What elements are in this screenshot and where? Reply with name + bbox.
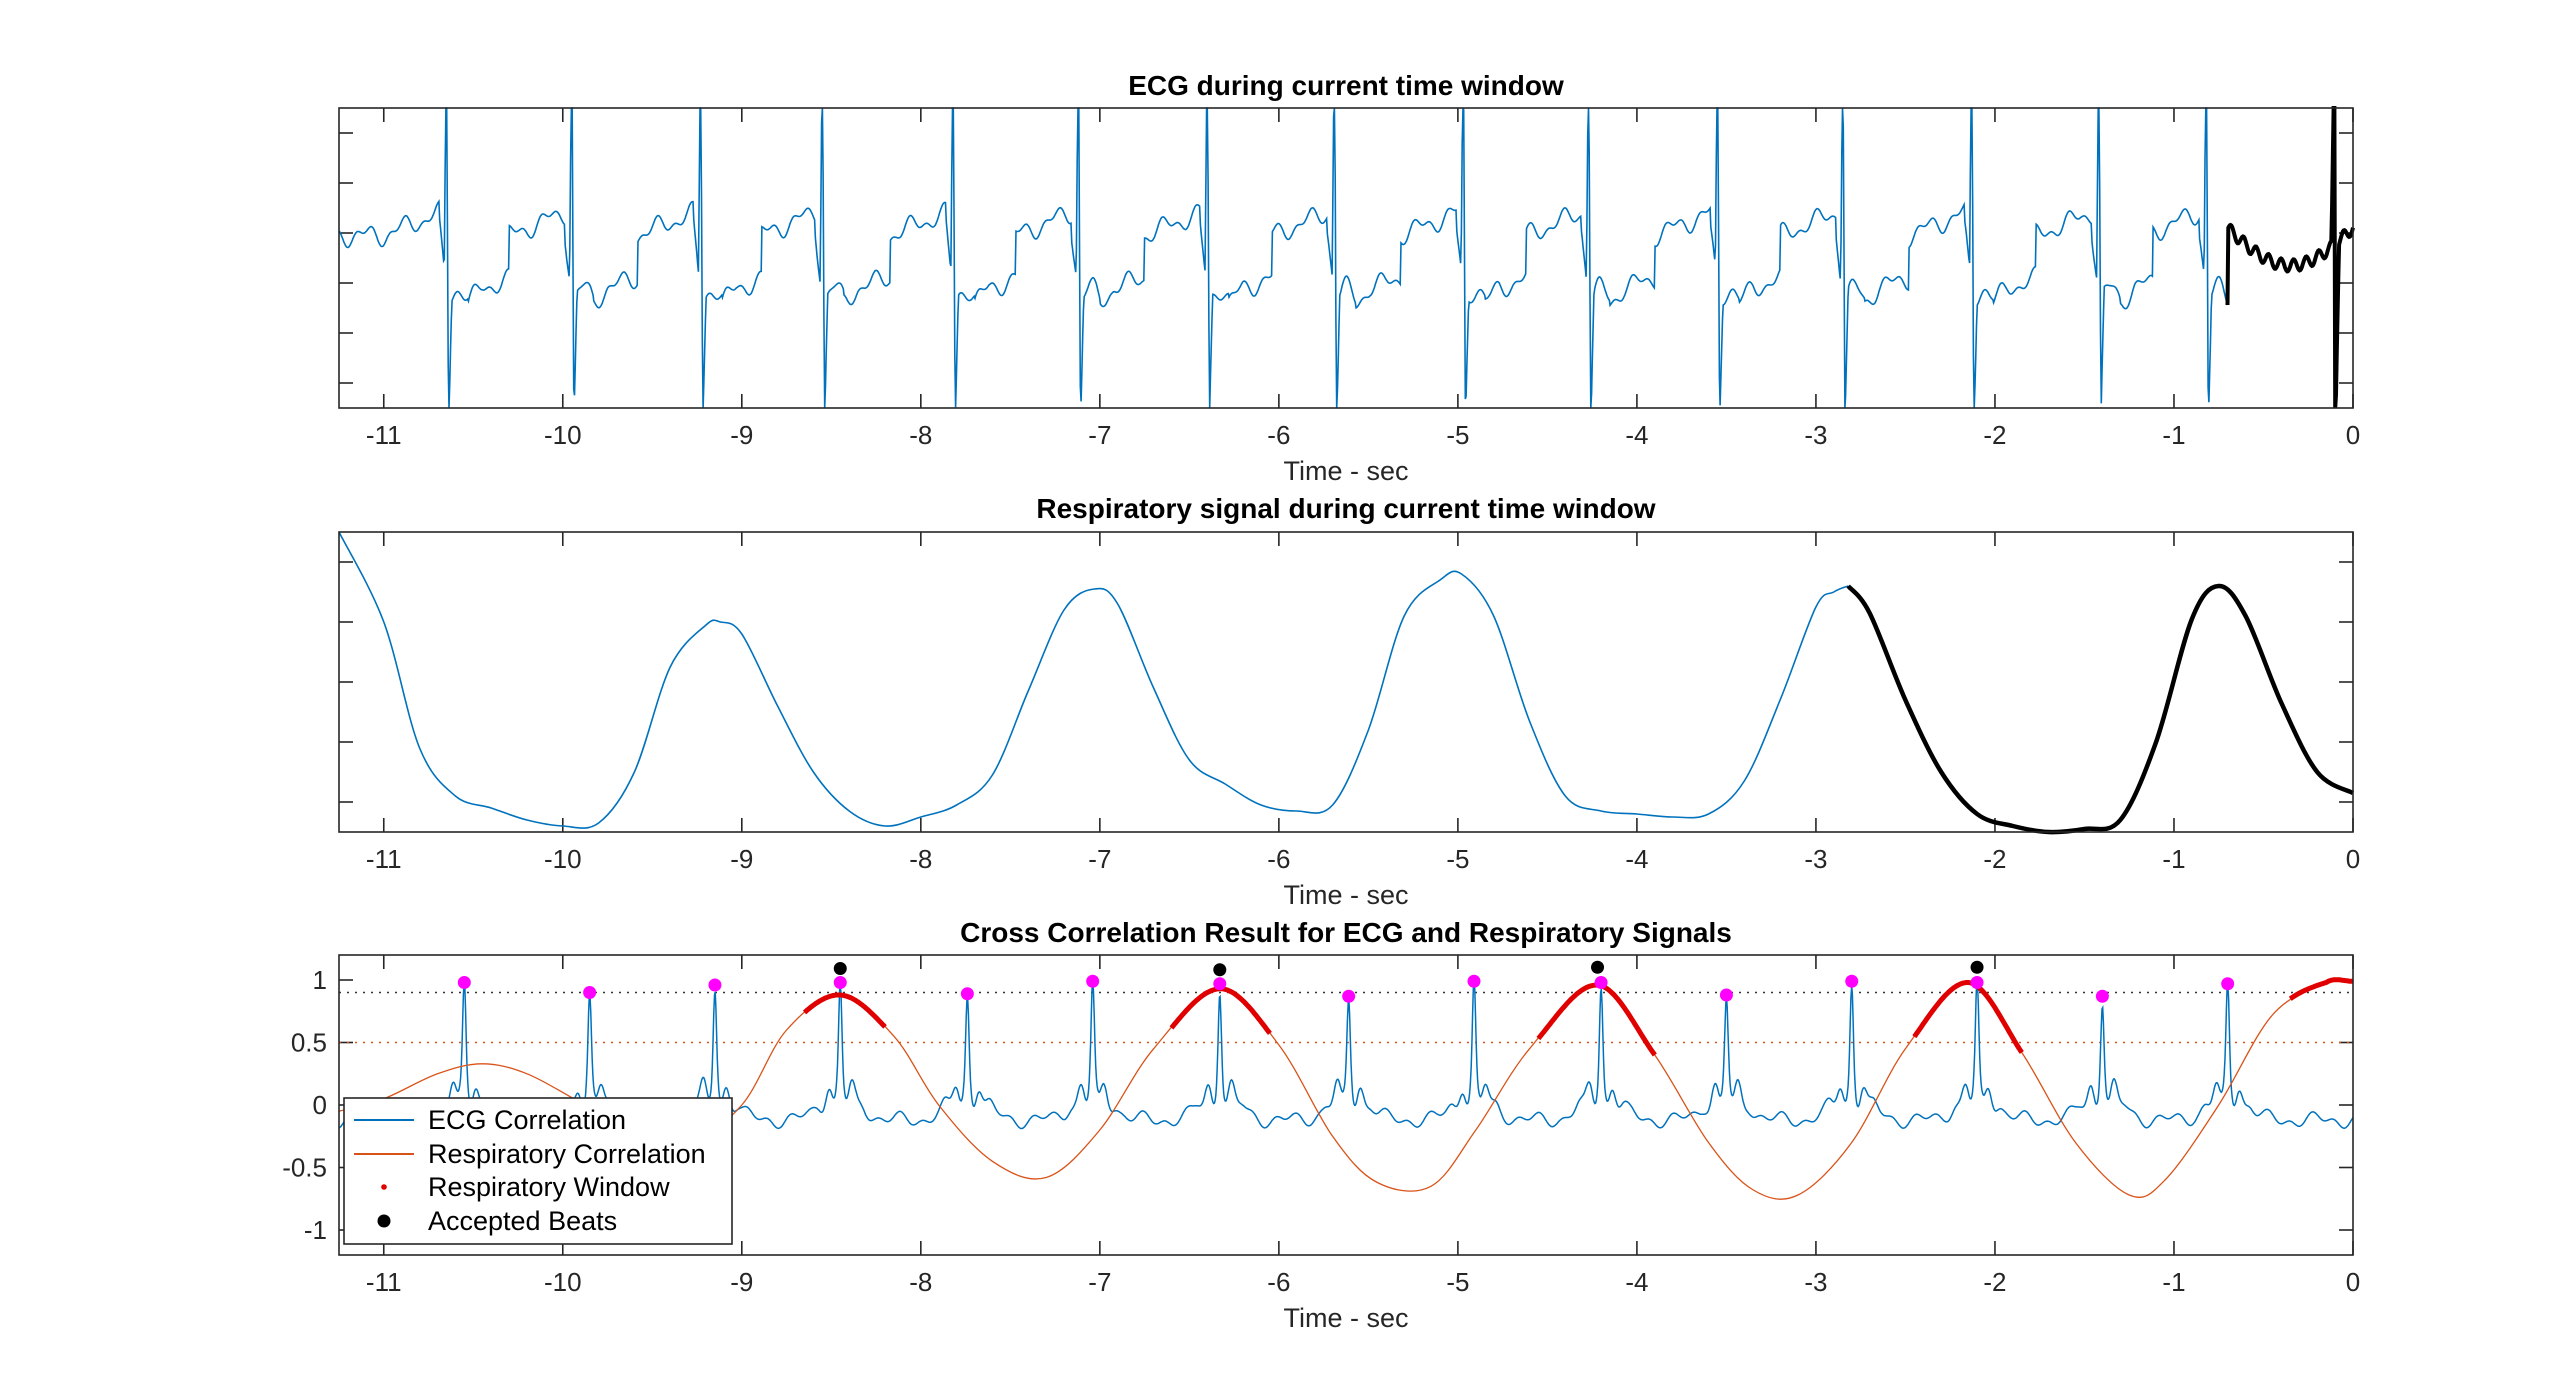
y-tick-label: 0 (313, 1090, 327, 1120)
x-tick-label: -11 (366, 844, 402, 874)
x-tick-label: -2 (1983, 1267, 2006, 1297)
ecg-traces (338, 106, 2355, 409)
x-tick-label: -3 (1804, 844, 1827, 874)
accepted-beat-marker (1213, 963, 1227, 977)
respiratory-current-segment (1846, 583, 2355, 835)
ecg-peak-marker (2221, 977, 2235, 991)
x-tick-label: -3 (1804, 1267, 1827, 1297)
respiratory-traces (338, 531, 2355, 835)
respiratory-ticks: -11 -10 -9 -8 -7 -6 -5 -4 -3 -2 -1 0 (339, 532, 2360, 874)
legend-accepted-swatch (377, 1214, 391, 1228)
legend-window-swatch (381, 1184, 387, 1190)
correlation-axes (338, 954, 2354, 1256)
ecg-ticks: -11 -10 -9 -8 -7 -6 -5 -4 -3 -2 -1 0 (339, 108, 2360, 450)
correlation-ticks: -11 -10 -9 -8 -7 -6 -5 -4 -3 -2 -1 0-1-0.500.51 (282, 955, 2360, 1297)
respiratory-xlabel: Time - sec (1283, 880, 1408, 910)
x-tick-label: -2 (1983, 844, 2006, 874)
respiratory-trace (338, 531, 1849, 829)
x-tick-label: -6 (1267, 844, 1290, 874)
legend: ECG Correlation Respiratory Correlation … (343, 1097, 733, 1245)
legend-window-label: Respiratory Window (428, 1172, 670, 1202)
x-tick-label: -7 (1088, 1267, 1111, 1297)
respiratory-axes (338, 531, 2354, 833)
ecg-peak-marker (833, 976, 847, 989)
accepted-beat-marker (833, 962, 847, 975)
ecg-peak-marker (960, 987, 974, 1001)
x-tick-label: -3 (1804, 420, 1827, 450)
ecg-peak-marker (1086, 974, 1100, 988)
ecg-peak-marker (457, 976, 471, 989)
x-tick-label: -11 (366, 420, 402, 450)
correlation-xlabel: Time - sec (1283, 1303, 1408, 1333)
respiratory-window (2288, 977, 2353, 1001)
x-tick-label: -8 (909, 844, 932, 874)
legend-accepted-label: Accepted Beats (428, 1206, 617, 1236)
x-tick-label: -4 (1625, 420, 1648, 450)
y-tick-label: 0.5 (291, 1028, 327, 1058)
ecg-peak-marker (1845, 974, 1859, 988)
x-tick-label: -4 (1625, 1267, 1648, 1297)
legend-ecg-label: ECG Correlation (428, 1105, 626, 1135)
ecg-peak-marker (1719, 988, 1733, 1002)
ecg-peak-marker (1213, 977, 1227, 991)
ecg-peak-marker (1594, 976, 1608, 989)
x-tick-label: -10 (544, 420, 582, 450)
ecg-current-segment (2225, 106, 2355, 409)
ecg-axes (338, 107, 2354, 409)
x-tick-label: -4 (1625, 844, 1648, 874)
legend-box (343, 1097, 733, 1245)
x-tick-label: 0 (2346, 420, 2360, 450)
x-tick-label: -10 (544, 844, 582, 874)
x-tick-label: 0 (2346, 1267, 2360, 1297)
ecg-peak-marker (708, 978, 722, 992)
x-tick-label: -8 (909, 420, 932, 450)
respiratory-panel: Respiratory signal during current time w… (338, 493, 2360, 910)
ecg-panel: ECG during current time window -11 -10 -9-… (338, 70, 2360, 486)
respiratory-window (802, 992, 887, 1029)
accepted-beat-marker (1970, 960, 1984, 974)
x-tick-label: -7 (1088, 420, 1111, 450)
ecg-peak-marker (1970, 976, 1984, 989)
y-tick-label: 1 (313, 965, 327, 995)
ecg-peak-marker (1467, 974, 1481, 988)
ecg-trace (338, 107, 2229, 409)
x-tick-label: -1 (2162, 420, 2185, 450)
x-tick-label: -10 (544, 1267, 582, 1297)
ecg-peak-marker (1342, 989, 1356, 1003)
x-tick-label: -7 (1088, 844, 1111, 874)
y-tick-label: -1 (304, 1215, 327, 1245)
x-tick-label: -8 (909, 1267, 932, 1297)
ecg-peak-marker (2095, 989, 2109, 1003)
x-tick-label: -9 (730, 844, 753, 874)
x-tick-label: -6 (1267, 420, 1290, 450)
ecg-xlabel: Time - sec (1283, 456, 1408, 486)
x-tick-label: 0 (2346, 844, 2360, 874)
ecg-title: ECG during current time window (1128, 70, 1564, 101)
correlation-title: Cross Correlation Result for ECG and Res… (960, 917, 1732, 948)
legend-respiratory-label: Respiratory Correlation (428, 1139, 706, 1169)
x-tick-label: -6 (1267, 1267, 1290, 1297)
x-tick-label: -1 (2162, 844, 2185, 874)
correlation-panel: Cross Correlation Result for ECG and Res… (282, 917, 2360, 1333)
x-tick-label: -9 (730, 1267, 753, 1297)
respiratory-window (1912, 980, 2024, 1054)
x-tick-label: -5 (1446, 1267, 1469, 1297)
x-tick-label: -2 (1983, 420, 2006, 450)
x-tick-label: -5 (1446, 420, 1469, 450)
y-tick-label: -0.5 (282, 1153, 327, 1183)
ecg-peak-marker (583, 986, 597, 999)
x-tick-label: -5 (1446, 844, 1469, 874)
x-tick-label: -1 (2162, 1267, 2185, 1297)
accepted-beat-marker (1591, 960, 1605, 974)
respiratory-title: Respiratory signal during current time w… (1036, 493, 1655, 524)
x-tick-label: -11 (366, 1267, 402, 1297)
x-tick-label: -9 (730, 420, 753, 450)
respiratory-window (1536, 982, 1657, 1057)
